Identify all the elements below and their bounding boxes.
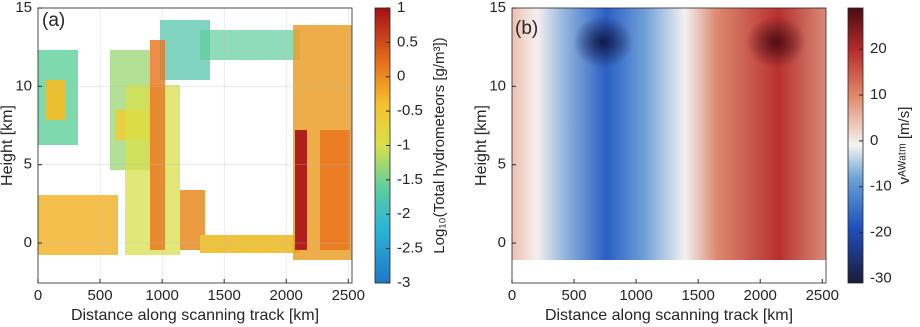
y-axis-label: Height [km] — [0, 105, 16, 186]
colorbar-tick-label: 20 — [870, 40, 887, 57]
colorbar-label: vᴬᵂᵃᵗᵐ [m/s] — [896, 107, 913, 185]
colorbar-tick-label: 1 — [397, 0, 405, 16]
x-tick-label: 1500 — [681, 287, 714, 304]
colorbar — [847, 7, 864, 284]
colorbar-tick-label: -3 — [397, 274, 410, 291]
y-tick-label: 15 — [15, 0, 32, 16]
field-a — [38, 20, 352, 260]
y-tick-label: 0 — [24, 234, 32, 251]
x-tick-label: 0 — [508, 287, 516, 304]
colorbar-tick-label: 0 — [870, 132, 878, 149]
x-tick-label: 2500 — [332, 287, 365, 304]
x-tick-label: 2500 — [806, 287, 839, 304]
axes-frame — [511, 7, 827, 284]
y-axis-label: Height [km] — [473, 105, 490, 186]
y-tick-label: 5 — [24, 156, 32, 173]
axes-frame — [37, 7, 353, 284]
x-tick-label: 0 — [34, 287, 42, 304]
colorbar-tick-label: -0.5 — [397, 102, 423, 119]
y-tick-label: 5 — [498, 156, 506, 173]
colorbar-tick-label: -30 — [870, 269, 892, 286]
colorbar-tick-label: -2 — [397, 205, 410, 222]
colorbar-tick-label: -1.5 — [397, 171, 423, 188]
y-tick-label: 10 — [489, 77, 506, 94]
colorbar-tick-label: 0.5 — [397, 33, 418, 50]
x-tick-label: 1500 — [207, 287, 240, 304]
x-tick-label: 1000 — [619, 287, 652, 304]
x-tick-label: 2000 — [744, 287, 777, 304]
colorbar-tick-label: -20 — [870, 224, 892, 241]
field-b — [512, 8, 826, 260]
x-tick-label: 2000 — [270, 287, 303, 304]
x-axis-label: Distance along scanning track [km] — [545, 307, 793, 324]
x-axis-label: Distance along scanning track [km] — [71, 307, 319, 324]
x-tick-label: 500 — [562, 287, 587, 304]
panel-label: (b) — [515, 18, 538, 39]
y-tick-label: 0 — [498, 234, 506, 251]
colorbar-tick-label: -10 — [870, 178, 892, 195]
x-tick-label: 1000 — [145, 287, 178, 304]
colorbar-tick-label: 0 — [397, 68, 405, 85]
colorbar-tick-label: -1 — [397, 136, 410, 153]
y-tick-label: 10 — [15, 77, 32, 94]
colorbar-tick-label: -2.5 — [397, 240, 423, 257]
panel-label: (a) — [42, 10, 65, 31]
x-tick-label: 500 — [88, 287, 113, 304]
colorbar-label: Log₁₀(Total hydrometeors [g/m³]) — [431, 37, 448, 253]
colorbar-tick-label: 10 — [870, 86, 887, 103]
y-tick-label: 15 — [489, 0, 506, 16]
